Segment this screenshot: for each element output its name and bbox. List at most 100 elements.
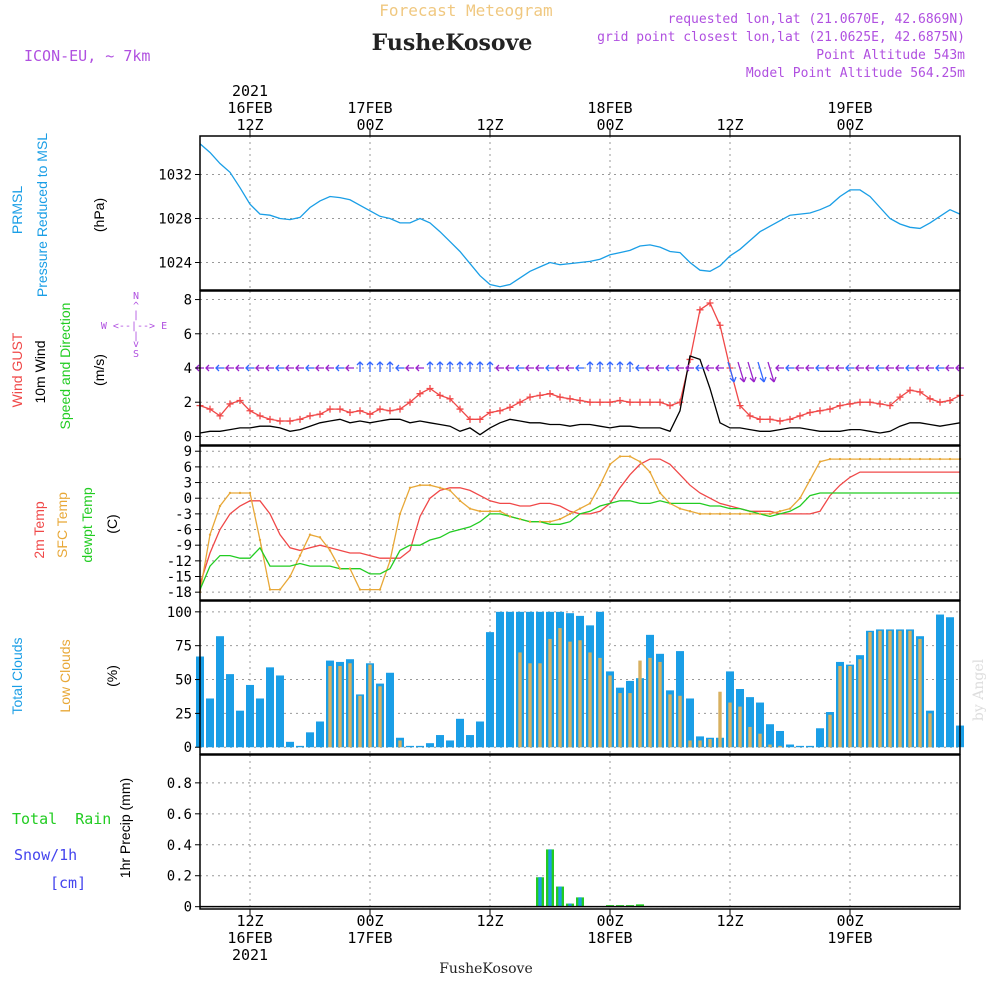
gust-point <box>516 398 524 406</box>
gust-point <box>696 306 704 314</box>
precip-bar-1 <box>568 903 572 907</box>
sfc-temp-point <box>528 520 532 523</box>
sfc-temp-point <box>888 457 892 461</box>
compass-s: S <box>133 349 139 360</box>
clouds-bar-0 <box>216 636 224 748</box>
gust-point <box>836 402 844 410</box>
time-label-top: 16FEB <box>227 99 272 117</box>
sfc-temp-point <box>638 460 642 463</box>
precip-unit: 1hr Precip (mm) <box>117 778 133 878</box>
gust-point <box>876 400 884 408</box>
compass-we: W <--|--> E <box>101 321 167 332</box>
y-tick-label-wind: 2 <box>184 395 192 411</box>
model-label: ICON-EU, ~ 7km <box>24 47 150 65</box>
gust-point <box>386 407 394 415</box>
time-label-top: 17FEB <box>347 99 392 117</box>
precip-bar-0 <box>616 905 624 907</box>
clouds-bar-1 <box>888 630 892 748</box>
clouds-bar-0 <box>936 614 944 748</box>
gust-point <box>846 400 854 408</box>
sfc-temp-point <box>568 512 572 516</box>
sfc-temp-point <box>918 457 922 461</box>
wind-direction-arrow <box>545 364 554 372</box>
gust-point <box>916 388 924 396</box>
sfc-temp-point <box>548 520 552 523</box>
clouds-bar-1 <box>688 740 692 748</box>
time-label-top: 00Z <box>596 116 623 134</box>
sfc-temp-point <box>208 533 212 536</box>
gust-point <box>216 412 224 420</box>
sfc-temp-point <box>508 515 512 518</box>
sfc-temp-point <box>588 502 592 505</box>
clouds-bar-0 <box>686 698 694 748</box>
sfc-temp-point <box>348 567 352 570</box>
wind-direction-arrow <box>395 364 404 372</box>
clouds-bar-0 <box>766 724 774 748</box>
gust-point <box>326 405 334 413</box>
gust-point <box>576 397 584 405</box>
time-label-bottom: 00Z <box>596 912 623 930</box>
time-label-top: 2021 <box>232 82 268 100</box>
wind-direction-arrow <box>795 364 804 372</box>
clouds-bar-0 <box>246 684 254 748</box>
clouds-bar-1 <box>588 652 592 748</box>
gust-point <box>616 397 624 405</box>
gust-point <box>356 407 364 415</box>
gust-point <box>446 395 454 403</box>
wind-direction-arrow <box>635 364 644 372</box>
sfc-temp-point <box>768 512 772 516</box>
frames-layer <box>199 135 961 910</box>
clouds-bar-1 <box>358 695 362 748</box>
y-tick-label-clouds: 100 <box>167 605 192 621</box>
panel-frame-temperature <box>199 445 961 601</box>
wind-direction-arrow <box>747 361 757 383</box>
wind-direction-arrow <box>486 361 494 372</box>
pressure-unit: (hPa) <box>91 198 107 232</box>
clouds-bar-0 <box>306 732 314 748</box>
time-label-top: 12Z <box>236 116 263 134</box>
info-line-4: Model Point Altitude 564.25m <box>746 66 965 81</box>
clouds-bar-1 <box>668 694 672 748</box>
wind-direction-arrow <box>596 361 604 372</box>
gust-point <box>656 398 664 406</box>
wind-direction-arrow <box>366 361 374 372</box>
clouds-bar-0 <box>266 667 274 748</box>
compass-pipe-top: | <box>133 310 139 321</box>
wind-direction-arrow <box>356 361 364 372</box>
gust-point <box>226 400 234 408</box>
compass-down: v <box>133 339 139 350</box>
gust-point <box>716 321 724 329</box>
sfc-temp-point <box>338 567 342 570</box>
precip-bar-1 <box>558 886 562 907</box>
clouds-bar-0 <box>436 735 444 748</box>
clouds-bar-0 <box>476 721 484 748</box>
wind-direction-arrow <box>805 364 814 372</box>
gust-point <box>456 405 464 413</box>
compass-up: ^ <box>133 301 139 312</box>
sfc-temp-point <box>778 510 782 513</box>
wind-direction-arrow <box>835 364 844 372</box>
clouds-bar-1 <box>648 657 652 748</box>
clouds-bar-0 <box>386 672 394 748</box>
clouds-bar-0 <box>426 743 434 748</box>
wind-direction-arrow <box>565 364 574 372</box>
temperature-series-sfc-temp <box>199 455 960 593</box>
clouds-bar-1 <box>828 714 832 748</box>
sfc-temp-point <box>248 491 252 495</box>
wind-direction-arrow <box>405 364 414 372</box>
precip-bar-0 <box>606 905 614 907</box>
wind-direction-arrow <box>695 364 704 372</box>
precip-label-cm: [cm] <box>50 874 86 892</box>
gust-point <box>506 403 514 411</box>
gust-point <box>936 398 944 406</box>
y-tick-label-temperature: -18 <box>167 585 192 601</box>
wind-label-gust: Wind GUST <box>9 332 25 407</box>
clouds-label-total: Total Clouds <box>9 637 25 714</box>
time-label-bottom: 12Z <box>476 912 503 930</box>
gust-point <box>886 402 894 410</box>
marks-layer <box>195 143 964 908</box>
wind-direction-arrow <box>295 364 304 372</box>
chart-subtitle: Forecast Meteogram <box>379 1 552 20</box>
wind-direction-arrow <box>586 361 594 372</box>
wind-direction-arrow <box>575 364 584 372</box>
